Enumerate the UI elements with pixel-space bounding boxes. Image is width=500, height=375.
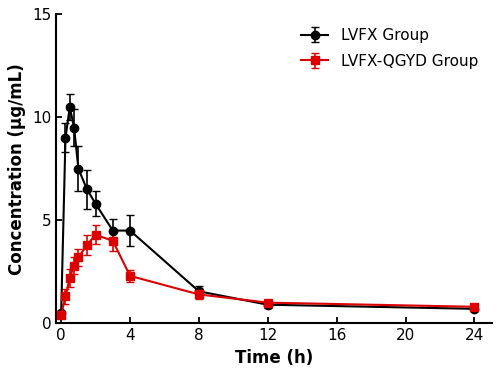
Legend: LVFX Group, LVFX-QGYD Group: LVFX Group, LVFX-QGYD Group [294, 22, 484, 75]
X-axis label: Time (h): Time (h) [234, 349, 313, 367]
Y-axis label: Concentration (μg/mL): Concentration (μg/mL) [8, 63, 26, 274]
